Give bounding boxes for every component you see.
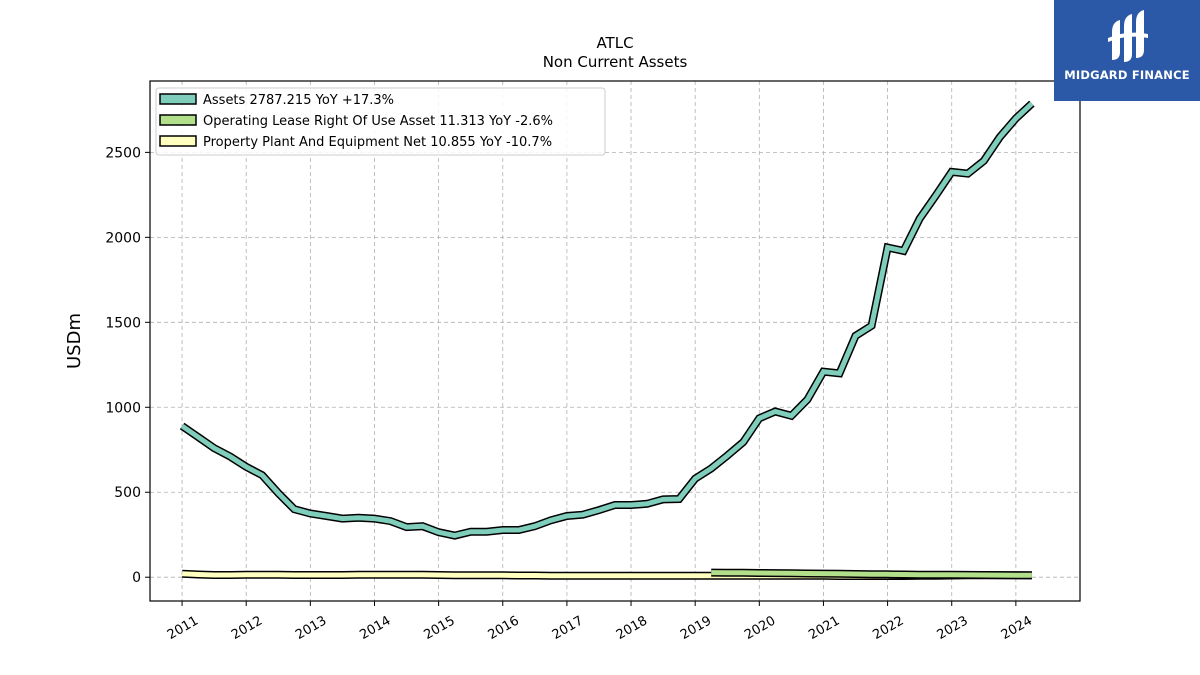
x-tick-label: 2018 (614, 613, 650, 643)
brand-logo: MIDGARD FINANCE (1054, 0, 1200, 101)
legend: Assets 2787.215 YoY +17.3% Operating Leas… (155, 87, 606, 156)
legend-swatch (159, 114, 197, 126)
legend-swatch (159, 93, 197, 105)
x-tick-label: 2016 (486, 613, 522, 643)
series-line (711, 570, 1032, 578)
legend-label: Assets 2787.215 YoY +17.3% (203, 93, 394, 108)
x-tick-label: 2012 (229, 613, 265, 643)
x-tick-label: 2023 (935, 613, 971, 643)
axis-ticks: 0 500 1000 1500 2000 2500 2011 2012 2013 2014 2015… (105, 145, 1035, 643)
series-line-outline (179, 100, 1035, 540)
y-axis-label: USDm (64, 313, 85, 369)
chart-title: ATLC (596, 34, 633, 52)
y-tick-label: 2500 (105, 145, 141, 161)
x-tick-label: 2011 (165, 613, 201, 643)
series-layer (179, 100, 1035, 580)
legend-label: Operating Lease Right Of Use Asset 11.31… (203, 114, 553, 129)
logo-text: MIDGARD FINANCE (1064, 68, 1190, 82)
x-tick-label: 2022 (870, 613, 906, 643)
x-tick-label: 2019 (678, 613, 714, 643)
series-line (180, 101, 1034, 539)
y-tick-label: 0 (132, 570, 141, 586)
x-tick-label: 2020 (742, 613, 778, 643)
y-tick-label: 500 (114, 485, 141, 501)
legend-label: Property Plant And Equipment Net 10.855 … (203, 135, 552, 150)
y-tick-label: 1000 (105, 400, 141, 416)
legend-swatch (159, 135, 197, 147)
x-tick-label: 2015 (421, 613, 457, 643)
grid-lines (150, 81, 1080, 601)
legend-box (155, 87, 606, 156)
y-tick-label: 2000 (105, 230, 141, 246)
y-tick-label: 1500 (105, 315, 141, 331)
x-tick-label: 2024 (999, 613, 1035, 643)
chart-subtitle: Non Current Assets (543, 53, 688, 71)
x-tick-label: 2021 (806, 613, 842, 643)
plot-frame (149, 80, 1081, 602)
x-tick-label: 2013 (293, 613, 329, 643)
x-tick-label: 2014 (357, 613, 393, 643)
logo-mark-icon (1108, 10, 1148, 62)
x-tick-label: 2017 (550, 613, 586, 643)
